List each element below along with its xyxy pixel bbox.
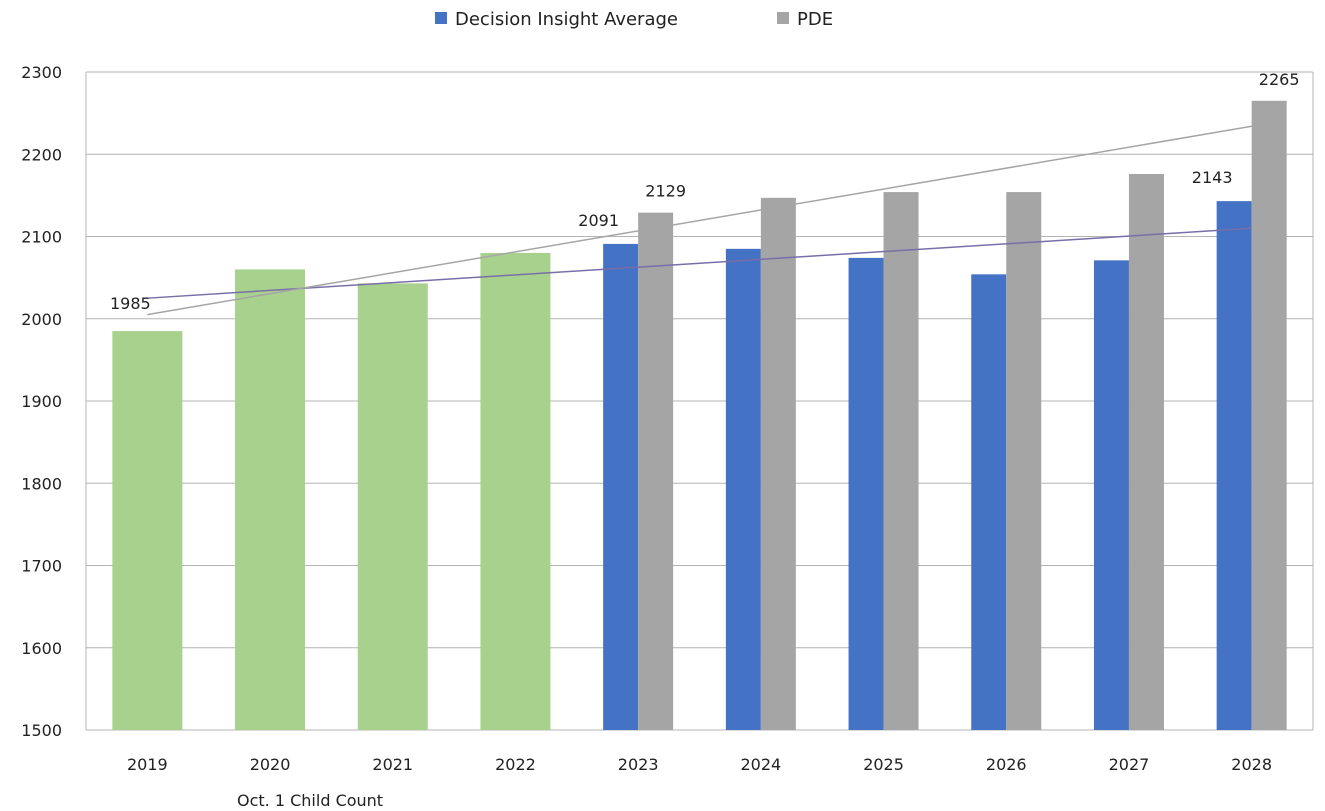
x-tick-label-2025: 2025 xyxy=(863,755,904,774)
data-label-pde-2028: 2265 xyxy=(1259,70,1300,89)
y-tick-label-2100: 2100 xyxy=(21,228,62,247)
x-tick-label-2021: 2021 xyxy=(372,755,413,774)
bar-decision-insight-2028 xyxy=(1216,201,1252,730)
bar-pde-2027 xyxy=(1128,173,1164,731)
bar-pde-2028 xyxy=(1251,100,1287,731)
legend-label-pde: PDE xyxy=(797,9,833,30)
data-label-child_count-2019: 1985 xyxy=(110,294,151,313)
bar-pde-2025 xyxy=(883,192,919,730)
bar-decision-insight-2026 xyxy=(971,274,1007,730)
legend-swatch-decision_insight xyxy=(435,12,447,24)
bar-decision-insight-2027 xyxy=(1093,260,1129,730)
bar-decision-insight-2023 xyxy=(603,243,639,730)
bar-child-count-2021 xyxy=(357,283,428,730)
bars xyxy=(112,100,1287,731)
bar-pde-2023 xyxy=(638,212,674,730)
y-tick-label-1900: 1900 xyxy=(21,392,62,411)
y-tick-label-2200: 2200 xyxy=(21,145,62,164)
data-label-pde-2023: 2129 xyxy=(645,182,686,201)
annotation-child-count: Oct. 1 Child Count xyxy=(237,791,383,810)
trendline-decision-insight xyxy=(147,227,1252,299)
y-tick-label-1700: 1700 xyxy=(21,557,62,576)
labels: 1500 1600 1700 1800 1900 2000 2100 2200 2300 2019… xyxy=(21,63,1299,810)
x-tick-label-2024: 2024 xyxy=(740,755,781,774)
x-tick-label-2019: 2019 xyxy=(127,755,168,774)
data-label-decision_insight-2023: 2091 xyxy=(578,211,619,230)
x-tick-label-2020: 2020 xyxy=(250,755,291,774)
x-tick-label-2022: 2022 xyxy=(495,755,536,774)
x-tick-label-2027: 2027 xyxy=(1109,755,1150,774)
bar-decision-insight-2024 xyxy=(725,248,761,730)
trendlines xyxy=(147,125,1252,316)
bar-child-count-2020 xyxy=(235,269,306,730)
y-tick-label-1600: 1600 xyxy=(21,639,62,658)
legend: Decision Insight Average PDE xyxy=(435,9,833,30)
bar-pde-2024 xyxy=(760,197,796,730)
bar-child-count-2019 xyxy=(112,331,183,730)
bar-pde-2026 xyxy=(1006,192,1042,730)
x-tick-label-2023: 2023 xyxy=(618,755,659,774)
trendline-pde xyxy=(147,125,1252,316)
y-tick-label-1500: 1500 xyxy=(21,721,62,740)
y-tick-label-2300: 2300 xyxy=(21,63,62,82)
bar-child-count-2022 xyxy=(480,252,551,730)
y-tick-label-2000: 2000 xyxy=(21,310,62,329)
x-tick-label-2026: 2026 xyxy=(986,755,1027,774)
legend-swatch-pde xyxy=(777,12,789,24)
legend-label-decision_insight: Decision Insight Average xyxy=(455,9,678,30)
bar-decision-insight-2025 xyxy=(848,257,884,730)
data-label-decision_insight-2028: 2143 xyxy=(1192,168,1233,187)
x-tick-label-2028: 2028 xyxy=(1231,755,1272,774)
y-tick-label-1800: 1800 xyxy=(21,474,62,493)
